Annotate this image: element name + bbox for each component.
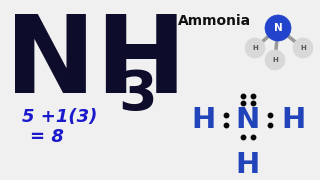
Circle shape [245,38,265,58]
Text: H: H [191,106,215,134]
Text: H: H [281,106,305,134]
Text: NH: NH [5,10,187,116]
Circle shape [293,38,313,58]
Text: = 8: = 8 [30,128,64,146]
Circle shape [265,50,285,70]
Circle shape [265,15,291,41]
Text: N: N [236,106,260,134]
Text: N: N [274,23,282,33]
Text: Ammonia: Ammonia [178,14,251,28]
Text: 3: 3 [118,68,156,122]
Text: H: H [272,57,278,63]
Text: H: H [236,151,260,179]
Text: 5 +1(3): 5 +1(3) [22,108,97,126]
Text: H: H [300,45,306,51]
Text: H: H [252,45,258,51]
